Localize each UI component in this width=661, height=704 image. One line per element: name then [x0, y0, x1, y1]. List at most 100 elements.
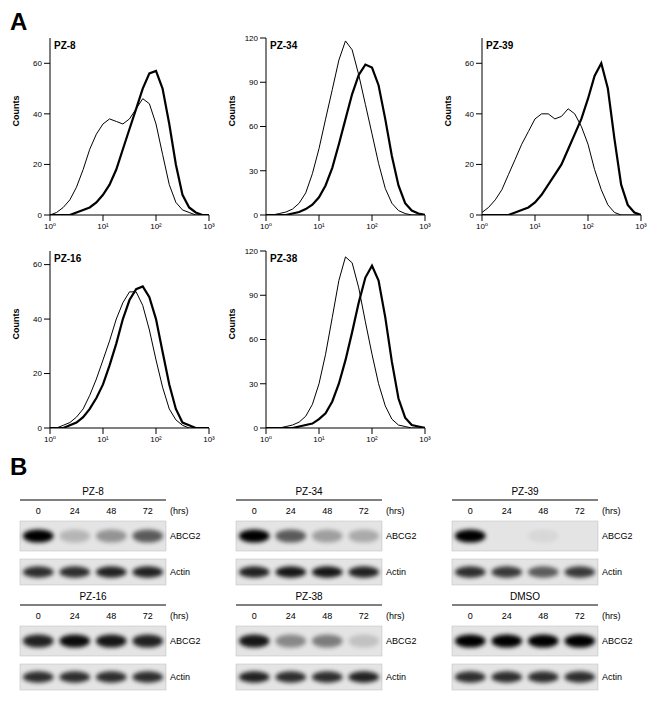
svg-text:Counts: Counts	[11, 309, 21, 340]
svg-text:Actin: Actin	[386, 672, 406, 682]
svg-text:90: 90	[249, 78, 258, 87]
svg-text:10⁰: 10⁰	[260, 435, 272, 444]
svg-text:PZ-8: PZ-8	[82, 486, 104, 497]
html-text:A: A	[10, 8, 28, 35]
svg-text:24: 24	[502, 611, 512, 621]
svg-text:72: 72	[359, 506, 369, 516]
svg-text:24: 24	[70, 611, 80, 621]
svg-text:(hrs): (hrs)	[170, 506, 189, 516]
svg-text:72: 72	[575, 611, 585, 621]
svg-text:10⁰: 10⁰	[260, 222, 272, 231]
svg-text:120: 120	[245, 34, 259, 43]
svg-text:Actin: Actin	[170, 672, 190, 682]
svg-text:24: 24	[286, 611, 296, 621]
svg-text:PZ-39: PZ-39	[511, 486, 539, 497]
svg-text:48: 48	[538, 611, 548, 621]
svg-text:ABCG2: ABCG2	[386, 636, 417, 646]
svg-text:ABCG2: ABCG2	[602, 531, 633, 541]
svg-text:48: 48	[106, 506, 116, 516]
svg-text:Counts: Counts	[443, 96, 453, 127]
svg-text:10³: 10³	[203, 222, 215, 231]
html-text:PZ-39: PZ-39	[486, 40, 514, 51]
svg-text:60: 60	[33, 59, 42, 68]
svg-text:20: 20	[33, 369, 42, 378]
svg-text:10²: 10²	[366, 435, 378, 444]
svg-text:10¹: 10¹	[97, 435, 109, 444]
svg-text:Counts: Counts	[11, 96, 21, 127]
svg-text:10³: 10³	[419, 435, 431, 444]
svg-text:10³: 10³	[635, 222, 647, 231]
svg-text:Counts: Counts	[227, 309, 237, 340]
svg-text:(hrs): (hrs)	[602, 506, 621, 516]
svg-text:90: 90	[249, 291, 258, 300]
svg-text:0: 0	[470, 211, 475, 220]
svg-text:ABCG2: ABCG2	[170, 636, 201, 646]
svg-text:0: 0	[254, 424, 259, 433]
svg-text:(hrs): (hrs)	[602, 611, 621, 621]
html-text:PZ-8: PZ-8	[54, 40, 76, 51]
svg-text:0: 0	[38, 211, 43, 220]
svg-text:72: 72	[143, 611, 153, 621]
svg-text:PZ-38: PZ-38	[295, 591, 323, 602]
svg-text:0: 0	[252, 611, 257, 621]
svg-text:10¹: 10¹	[97, 222, 109, 231]
svg-text:60: 60	[249, 335, 258, 344]
svg-text:10¹: 10¹	[529, 222, 541, 231]
svg-text:48: 48	[322, 611, 332, 621]
svg-text:Actin: Actin	[386, 567, 406, 577]
svg-text:0: 0	[468, 506, 473, 516]
svg-text:Counts: Counts	[227, 96, 237, 127]
svg-text:(hrs): (hrs)	[386, 506, 405, 516]
svg-text:72: 72	[143, 506, 153, 516]
svg-text:Actin: Actin	[602, 567, 622, 577]
svg-text:(hrs): (hrs)	[170, 611, 189, 621]
svg-text:60: 60	[249, 122, 258, 131]
svg-text:10³: 10³	[203, 435, 215, 444]
svg-text:48: 48	[322, 506, 332, 516]
svg-text:30: 30	[249, 380, 258, 389]
svg-text:60: 60	[465, 59, 474, 68]
svg-text:10⁰: 10⁰	[44, 435, 56, 444]
svg-text:0: 0	[38, 424, 43, 433]
svg-text:40: 40	[465, 110, 474, 119]
html-text:B: B	[10, 453, 28, 480]
svg-text:10¹: 10¹	[313, 435, 325, 444]
svg-text:0: 0	[252, 506, 257, 516]
svg-text:10²: 10²	[150, 222, 162, 231]
svg-text:0: 0	[468, 611, 473, 621]
svg-text:10⁰: 10⁰	[44, 222, 56, 231]
svg-text:PZ-16: PZ-16	[79, 591, 107, 602]
svg-text:10²: 10²	[150, 435, 162, 444]
svg-text:0: 0	[254, 211, 259, 220]
svg-text:72: 72	[575, 506, 585, 516]
svg-text:40: 40	[33, 315, 42, 324]
svg-text:Actin: Actin	[602, 672, 622, 682]
svg-text:24: 24	[286, 506, 296, 516]
svg-text:30: 30	[249, 167, 258, 176]
svg-text:40: 40	[33, 110, 42, 119]
svg-text:10⁰: 10⁰	[476, 222, 488, 231]
svg-text:10²: 10²	[582, 222, 594, 231]
svg-text:Actin: Actin	[170, 567, 190, 577]
svg-text:10²: 10²	[366, 222, 378, 231]
svg-text:24: 24	[502, 506, 512, 516]
svg-text:0: 0	[36, 506, 41, 516]
svg-text:0: 0	[36, 611, 41, 621]
svg-text:(hrs): (hrs)	[386, 611, 405, 621]
svg-text:72: 72	[359, 611, 369, 621]
svg-text:PZ-34: PZ-34	[295, 486, 323, 497]
svg-text:10¹: 10¹	[313, 222, 325, 231]
svg-text:60: 60	[33, 260, 42, 269]
svg-text:120: 120	[245, 247, 259, 256]
svg-text:DMSO: DMSO	[510, 591, 540, 602]
svg-text:48: 48	[106, 611, 116, 621]
svg-text:20: 20	[465, 160, 474, 169]
svg-text:10³: 10³	[419, 222, 431, 231]
svg-text:20: 20	[33, 160, 42, 169]
html-text:PZ-34: PZ-34	[270, 40, 298, 51]
svg-text:48: 48	[538, 506, 548, 516]
svg-text:ABCG2: ABCG2	[602, 636, 633, 646]
svg-text:24: 24	[70, 506, 80, 516]
svg-text:ABCG2: ABCG2	[170, 531, 201, 541]
svg-text:ABCG2: ABCG2	[386, 531, 417, 541]
